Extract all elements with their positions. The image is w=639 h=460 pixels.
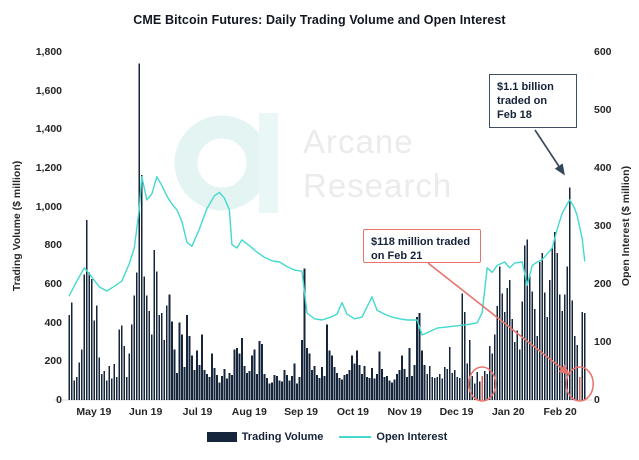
legend-label-open-interest: Open Interest <box>376 431 448 443</box>
x-axis-month-label: Aug 19 <box>231 406 267 418</box>
callout-feb21: $118 million traded on Feb 21 <box>363 229 481 263</box>
watermark-text: Arcane Research <box>303 120 452 208</box>
left-axis-tick: 1,400 <box>35 123 62 136</box>
left-axis-tick: 400 <box>44 316 62 329</box>
x-axis-month-label: Jul 19 <box>182 406 213 418</box>
left-axis-tick: 1,600 <box>35 84 62 97</box>
x-axis-month-label: Sep 19 <box>284 406 319 418</box>
x-axis-month-label: Oct 19 <box>336 406 369 418</box>
right-axis-tick: 300 <box>594 220 612 232</box>
x-axis-month-label: Nov 19 <box>387 406 422 418</box>
left-axis-tick: 1,000 <box>35 200 62 213</box>
trading-volume-swatch-icon <box>206 432 237 442</box>
x-axis-month-label: Dec 19 <box>439 406 474 418</box>
x-axis-month-label: Feb 20 <box>543 406 577 418</box>
callout-feb18: $1.1 billion traded on Feb 18 <box>489 74 577 128</box>
right-axis-tick: 400 <box>594 162 612 174</box>
legend-item-open-interest: Open Interest <box>339 431 447 443</box>
left-axis-tick: 1,200 <box>35 162 62 174</box>
x-axis-month-label: Jan 20 <box>491 406 525 418</box>
left-axis-tick: 1,800 <box>35 46 62 58</box>
right-axis-tick: 200 <box>594 278 612 290</box>
right-axis-tick: 600 <box>594 46 612 58</box>
x-axis-month-label: May 19 <box>76 406 112 418</box>
watermark-line1: Arcane <box>303 123 414 160</box>
legend: Trading Volume Open Interest <box>68 431 586 443</box>
watermark-line2: Research <box>303 167 453 204</box>
chart-title: CME Bitcoin Futures: Daily Trading Volum… <box>133 13 506 27</box>
left-axis-tick: 800 <box>44 239 62 252</box>
open-interest-swatch-icon <box>339 435 372 439</box>
legend-label-trading-volume: Trading Volume <box>241 431 324 443</box>
legend-item-trading-volume: Trading Volume <box>206 431 324 443</box>
right-axis-tick: 100 <box>594 336 612 348</box>
right-axis-tick: 0 <box>594 394 600 406</box>
right-axis-title: Open Interest ($ million) <box>620 165 632 287</box>
left-axis-tick: 200 <box>44 355 62 368</box>
right-axis-tick: 500 <box>594 104 612 116</box>
x-axis-month-label: Jun 19 <box>129 406 163 418</box>
left-axis-tick: 600 <box>44 278 62 290</box>
left-axis-title: Trading Volume ($ million) <box>11 160 23 292</box>
left-axis-tick: 0 <box>56 394 62 406</box>
